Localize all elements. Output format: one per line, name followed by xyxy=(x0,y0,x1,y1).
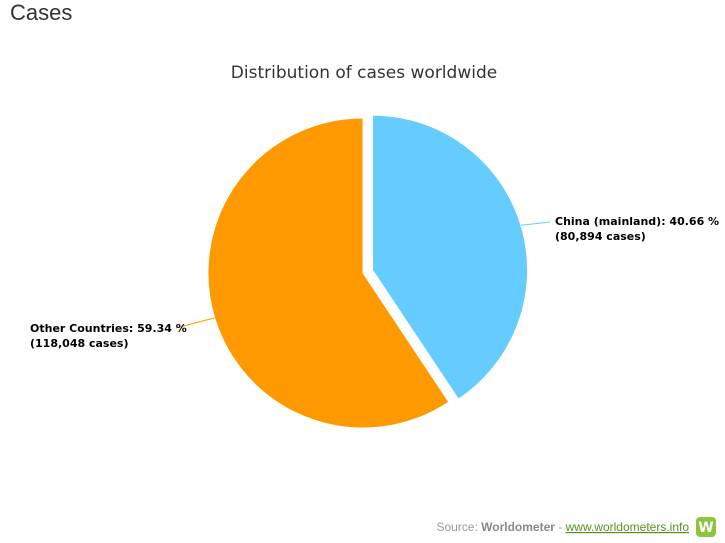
source-separator: - xyxy=(558,520,562,534)
data-label-cases: (80,894 cases) xyxy=(555,230,646,243)
source: Source: Worldometer - www.worldometers.i… xyxy=(436,520,689,534)
pie xyxy=(175,114,551,429)
data-label-cases: (118,048 cases) xyxy=(30,337,128,350)
pie-slice xyxy=(207,117,450,429)
connector xyxy=(175,317,215,329)
source-link[interactable]: www.worldometers.info xyxy=(565,520,690,534)
source-name: Worldometer xyxy=(481,520,555,534)
source-label: Source: xyxy=(436,520,477,534)
logo-icon xyxy=(696,517,716,537)
chart-title: Distribution of cases worldwide xyxy=(231,63,497,83)
data-label: China (mainland): 40.66 % xyxy=(555,215,719,228)
connector xyxy=(520,221,551,226)
data-label: Other Countries: 59.34 % xyxy=(30,322,187,335)
section-header: Cases xyxy=(10,0,72,25)
pie-slice xyxy=(372,114,529,400)
logo-letter: W xyxy=(698,520,713,536)
